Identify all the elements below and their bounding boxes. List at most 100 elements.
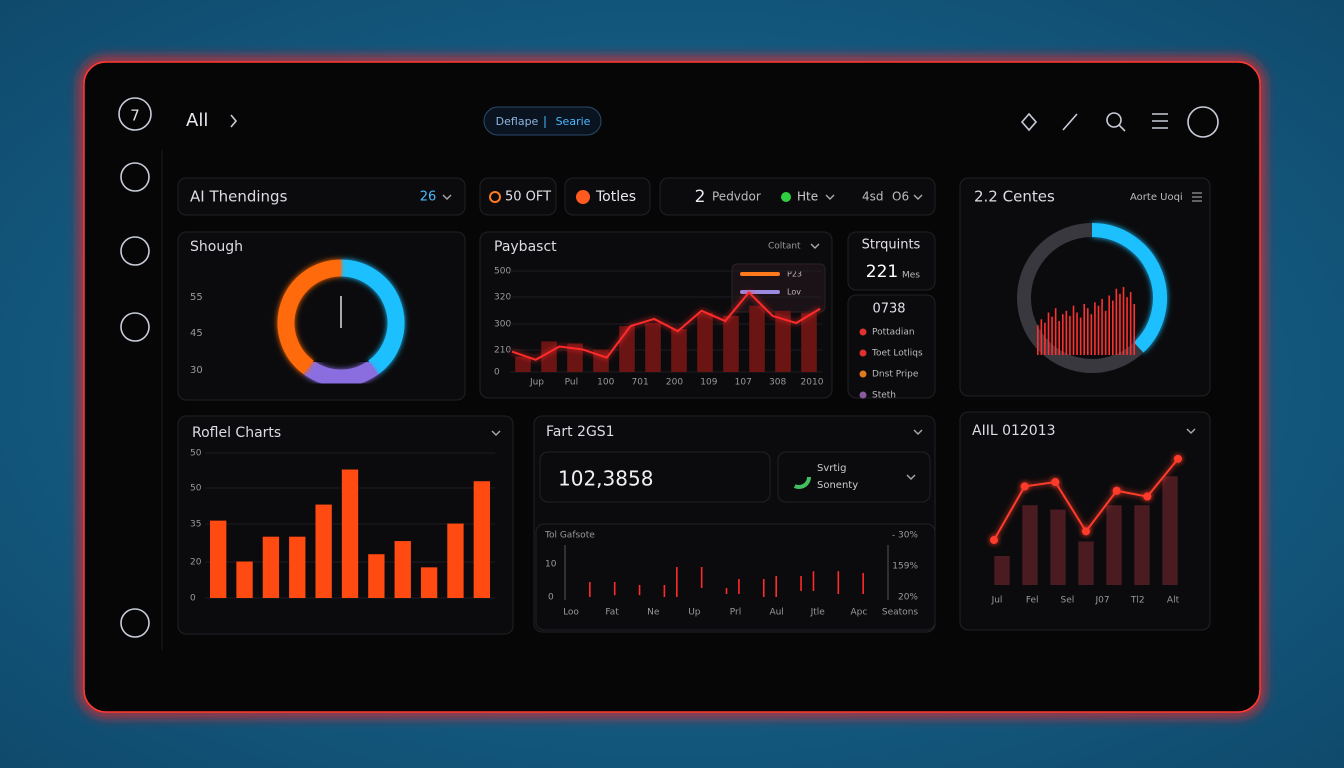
- legend-label: P23: [787, 270, 802, 279]
- settings-icon[interactable]: [1187, 106, 1219, 138]
- mini-bar: [1040, 319, 1043, 355]
- line-point: [1174, 454, 1182, 463]
- axis-label: 320: [494, 293, 511, 303]
- filter-chip: Pedvdor: [712, 190, 761, 204]
- selector: Svrtig: [817, 463, 846, 474]
- bar: [749, 305, 765, 372]
- mini-bar: [1079, 317, 1082, 355]
- mini-bar: [1054, 308, 1057, 355]
- bar: [1050, 509, 1066, 585]
- legend-label: Steth: [872, 391, 896, 401]
- dropdown-chevron[interactable]: [1186, 428, 1196, 434]
- chart-title: Tol Gafsote: [544, 531, 595, 541]
- axis-label: Alt: [1167, 596, 1180, 606]
- dropdown-chevron[interactable]: [491, 430, 501, 436]
- card-title: Fart 2GS1: [546, 424, 615, 440]
- card-title: AIIL 012013: [972, 423, 1056, 439]
- axis-label: J07: [1095, 596, 1110, 606]
- big-number: 102,3858: [558, 467, 653, 491]
- menu-icon[interactable]: [1192, 192, 1202, 202]
- count: 2: [695, 187, 706, 207]
- axis-label: 2010: [801, 378, 824, 388]
- bar: [1078, 541, 1094, 585]
- axis-label: 30: [190, 365, 203, 376]
- dropdown-chevron[interactable]: [913, 194, 923, 200]
- search-icon[interactable]: [1106, 112, 1122, 128]
- status-dot: [781, 192, 791, 202]
- share-icon[interactable]: [1020, 112, 1038, 132]
- card: [535, 523, 936, 631]
- filter-chip: 50 OFT: [505, 190, 551, 205]
- list-nav[interactable]: [120, 312, 150, 342]
- mini-bar: [1115, 288, 1118, 355]
- axis-label: 300: [494, 320, 511, 330]
- mini-bar: [1122, 287, 1125, 355]
- bar: [210, 520, 227, 598]
- mini-bar: [1036, 325, 1039, 355]
- axis-label: 500: [494, 267, 511, 277]
- search-pill[interactable]: [483, 106, 602, 136]
- card: [539, 451, 771, 503]
- card: [777, 451, 931, 503]
- axis-label: Loo: [563, 608, 579, 618]
- axis-label: Sel: [1061, 596, 1075, 606]
- donut-segment: [1017, 223, 1144, 373]
- legend-dot: [859, 391, 867, 399]
- target-nav[interactable]: [120, 236, 150, 266]
- filter-chip: Totles: [595, 189, 636, 205]
- mini-bar: [1111, 300, 1114, 355]
- mini-bar: [1051, 316, 1053, 355]
- search-nav[interactable]: [120, 162, 150, 192]
- axis-label: 701: [632, 378, 649, 388]
- bar: [315, 504, 332, 598]
- line-point: [990, 536, 998, 545]
- mini-bar: [1058, 321, 1061, 355]
- mini-bar: [1065, 310, 1068, 355]
- bar: [262, 536, 280, 598]
- mini-bar: [1061, 314, 1064, 355]
- dropdown-chevron[interactable]: [442, 194, 452, 200]
- mini-bar: [1129, 292, 1132, 355]
- axis-label: 0: [190, 594, 196, 604]
- card: [847, 231, 936, 291]
- dropdown: Coltant: [768, 242, 801, 252]
- legend-label: Lov: [787, 288, 801, 297]
- axis-label: Prl: [730, 608, 741, 618]
- stat-value: 221: [866, 262, 898, 282]
- dropdown-chevron[interactable]: [810, 243, 820, 249]
- dropdown-chevron[interactable]: [825, 194, 835, 200]
- bar: [775, 310, 791, 372]
- bar: [541, 341, 557, 372]
- selector: Sonenty: [817, 480, 858, 491]
- filter-chip: 4sd: [862, 190, 884, 204]
- dropdown-chevron[interactable]: [913, 429, 923, 435]
- action: Aorte Uoqi: [1130, 192, 1183, 203]
- axis-label: 55: [190, 292, 203, 303]
- badge: 26: [420, 190, 437, 205]
- dropdown-chevron[interactable]: [906, 474, 916, 480]
- axis-label: 109: [700, 378, 717, 388]
- line-point: [1112, 486, 1121, 495]
- axis-label: 50: [190, 449, 202, 459]
- card: [177, 177, 466, 216]
- mini-bar: [1076, 312, 1078, 355]
- user-nav[interactable]: [120, 608, 150, 638]
- axis-label: Tl2: [1130, 596, 1145, 606]
- legend-label: Toet Lotliqs: [871, 349, 923, 359]
- axis-label: 308: [769, 378, 786, 388]
- axis-label: Ne: [647, 608, 660, 618]
- axis-label: 10: [545, 560, 557, 570]
- bar: [801, 312, 817, 372]
- axis-label: Pul: [565, 378, 578, 388]
- bar: [394, 541, 411, 598]
- link-icon[interactable]: [1062, 113, 1078, 131]
- bar: [420, 567, 438, 598]
- logo-icon: [118, 97, 152, 131]
- mini-bar: [1126, 297, 1128, 355]
- bar: [723, 315, 739, 372]
- menu-icon[interactable]: [1152, 113, 1168, 129]
- axis-label: 159%: [892, 562, 918, 572]
- axis-label: 0: [494, 368, 500, 378]
